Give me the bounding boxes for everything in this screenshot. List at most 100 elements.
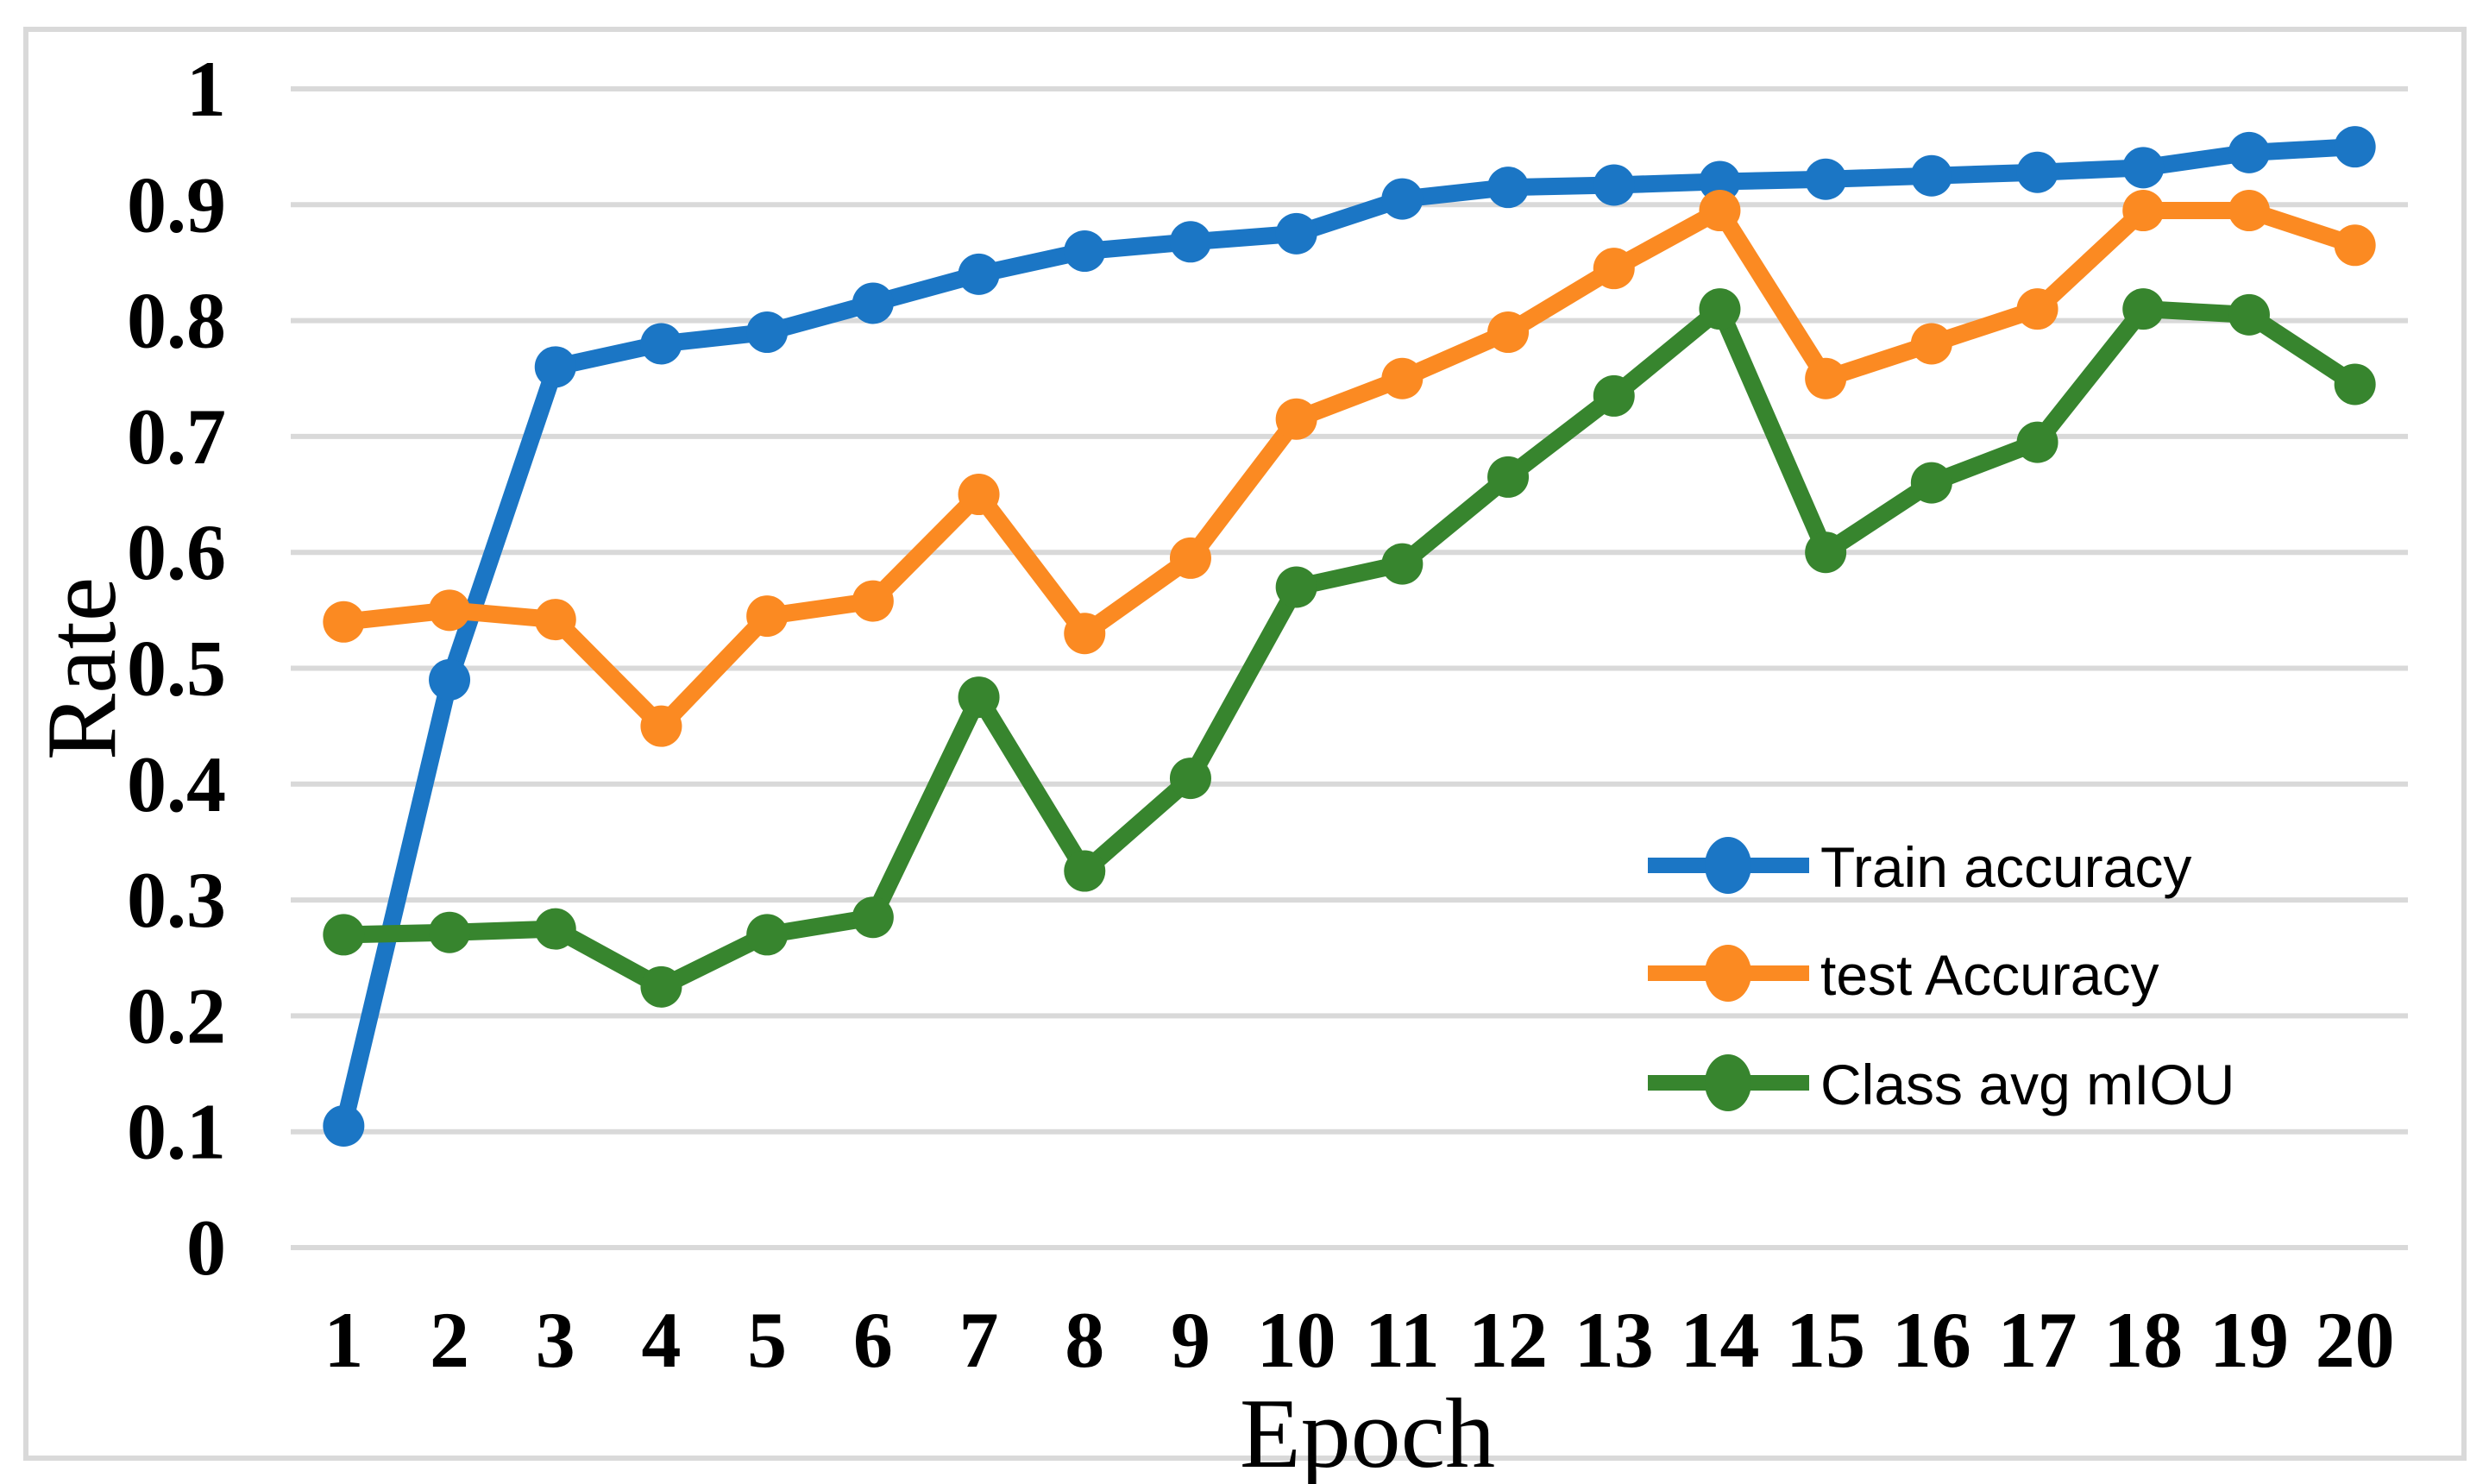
x-tick-label: 11 bbox=[1365, 1296, 1440, 1384]
data-point bbox=[1275, 566, 1317, 608]
data-series bbox=[323, 126, 2376, 1147]
y-tick-label: 0.6 bbox=[127, 508, 226, 596]
gridlines bbox=[291, 86, 2408, 1250]
y-tick-label: 0.5 bbox=[127, 625, 226, 713]
x-tick-label: 6 bbox=[853, 1296, 893, 1384]
x-tick-label: 18 bbox=[2103, 1296, 2183, 1384]
data-point bbox=[323, 914, 365, 956]
legend: Train accuracy test Accuracy Class avg mIO… bbox=[1648, 835, 2234, 1116]
data-point bbox=[2122, 288, 2165, 330]
data-point bbox=[1593, 164, 1635, 206]
data-point bbox=[852, 282, 894, 324]
x-tick-label: 17 bbox=[1998, 1296, 2077, 1384]
data-point bbox=[429, 911, 471, 953]
data-point bbox=[1699, 190, 1741, 232]
x-tick-label: 4 bbox=[641, 1296, 681, 1384]
x-tick-label: 20 bbox=[2316, 1296, 2395, 1384]
data-point bbox=[746, 311, 789, 354]
data-point bbox=[1699, 288, 1741, 330]
legend-marker bbox=[1705, 837, 1751, 894]
data-point bbox=[1381, 178, 1424, 220]
data-point bbox=[2334, 363, 2376, 406]
legend-item-class-avg-miou: Class avg mIOU bbox=[1648, 1053, 2234, 1116]
data-point bbox=[534, 908, 576, 950]
legend-item-test-accuracy: test Accuracy bbox=[1648, 943, 2159, 1007]
y-tick-label: 0.4 bbox=[127, 740, 226, 828]
legend-marker bbox=[1705, 1054, 1751, 1111]
data-point bbox=[852, 896, 894, 939]
data-point bbox=[1064, 613, 1106, 655]
data-point bbox=[429, 589, 471, 632]
legend-item-train-accuracy: Train accuracy bbox=[1648, 835, 2191, 899]
y-axis-title: Rate bbox=[27, 577, 137, 761]
data-point bbox=[1169, 537, 1211, 579]
y-tick-label: 1 bbox=[186, 45, 226, 133]
data-point bbox=[1275, 212, 1317, 255]
x-tick-label: 13 bbox=[1574, 1296, 1654, 1384]
x-tick-label: 16 bbox=[1892, 1296, 1971, 1384]
data-point bbox=[2334, 224, 2376, 267]
x-tick-label: 2 bbox=[430, 1296, 469, 1384]
legend-label: Class avg mIOU bbox=[1820, 1053, 2234, 1116]
data-point bbox=[2122, 147, 2165, 189]
y-axis-tick-labels: 0 0.1 0.2 0.3 0.4 0.5 0.6 0.7 0.8 0.9 1 bbox=[127, 45, 226, 1292]
y-tick-label: 0.2 bbox=[127, 972, 226, 1060]
data-point bbox=[640, 965, 682, 1008]
data-point bbox=[1381, 357, 1424, 399]
data-point bbox=[2122, 190, 2165, 232]
x-tick-label: 19 bbox=[2209, 1296, 2289, 1384]
data-point bbox=[640, 705, 682, 747]
data-point bbox=[958, 253, 1000, 295]
legend-marker bbox=[1705, 945, 1751, 1002]
data-point bbox=[958, 474, 1000, 516]
data-point bbox=[429, 658, 471, 701]
x-axis-title: Epoch bbox=[1240, 1379, 1495, 1484]
y-tick-label: 0.7 bbox=[127, 393, 226, 481]
data-point bbox=[1169, 221, 1211, 263]
data-point bbox=[534, 346, 576, 388]
x-tick-label: 10 bbox=[1257, 1296, 1336, 1384]
data-point bbox=[1805, 531, 1847, 574]
chart-border bbox=[23, 27, 2467, 1461]
data-point bbox=[1805, 357, 1847, 399]
y-tick-label: 0.8 bbox=[127, 277, 226, 365]
data-point bbox=[1487, 456, 1530, 498]
data-point bbox=[746, 914, 789, 956]
data-point bbox=[2334, 126, 2376, 168]
y-tick-label: 0 bbox=[186, 1204, 226, 1292]
data-point bbox=[323, 1104, 365, 1147]
x-tick-label: 8 bbox=[1065, 1296, 1104, 1384]
data-point bbox=[1487, 167, 1530, 209]
data-point bbox=[1699, 160, 1741, 203]
data-point bbox=[1064, 850, 1106, 892]
data-point bbox=[1275, 398, 1317, 440]
data-point bbox=[852, 580, 894, 622]
data-point bbox=[2016, 421, 2058, 463]
data-point bbox=[958, 676, 1000, 719]
x-tick-label: 15 bbox=[1786, 1296, 1865, 1384]
x-tick-label: 14 bbox=[1680, 1296, 1759, 1384]
data-point bbox=[1593, 374, 1635, 417]
data-point bbox=[534, 599, 576, 641]
data-point bbox=[2228, 293, 2270, 336]
y-tick-label: 0.1 bbox=[127, 1088, 226, 1176]
data-point bbox=[1593, 248, 1635, 290]
x-tick-label: 9 bbox=[1171, 1296, 1210, 1384]
data-point bbox=[2228, 131, 2270, 173]
data-point bbox=[1910, 462, 1952, 504]
series-class-avg-miou bbox=[323, 288, 2376, 1008]
series-line-test-accuracy bbox=[335, 202, 2364, 735]
x-tick-label: 7 bbox=[959, 1296, 999, 1384]
data-point bbox=[1910, 323, 1952, 365]
data-point bbox=[1487, 311, 1530, 354]
series-test-accuracy bbox=[323, 190, 2376, 747]
data-point bbox=[1910, 154, 1952, 197]
data-point bbox=[1064, 230, 1106, 273]
legend-label: Train accuracy bbox=[1820, 835, 2191, 899]
data-point bbox=[640, 323, 682, 365]
legend-label: test Accuracy bbox=[1820, 943, 2159, 1007]
data-point bbox=[1381, 543, 1424, 585]
data-point bbox=[323, 601, 365, 643]
